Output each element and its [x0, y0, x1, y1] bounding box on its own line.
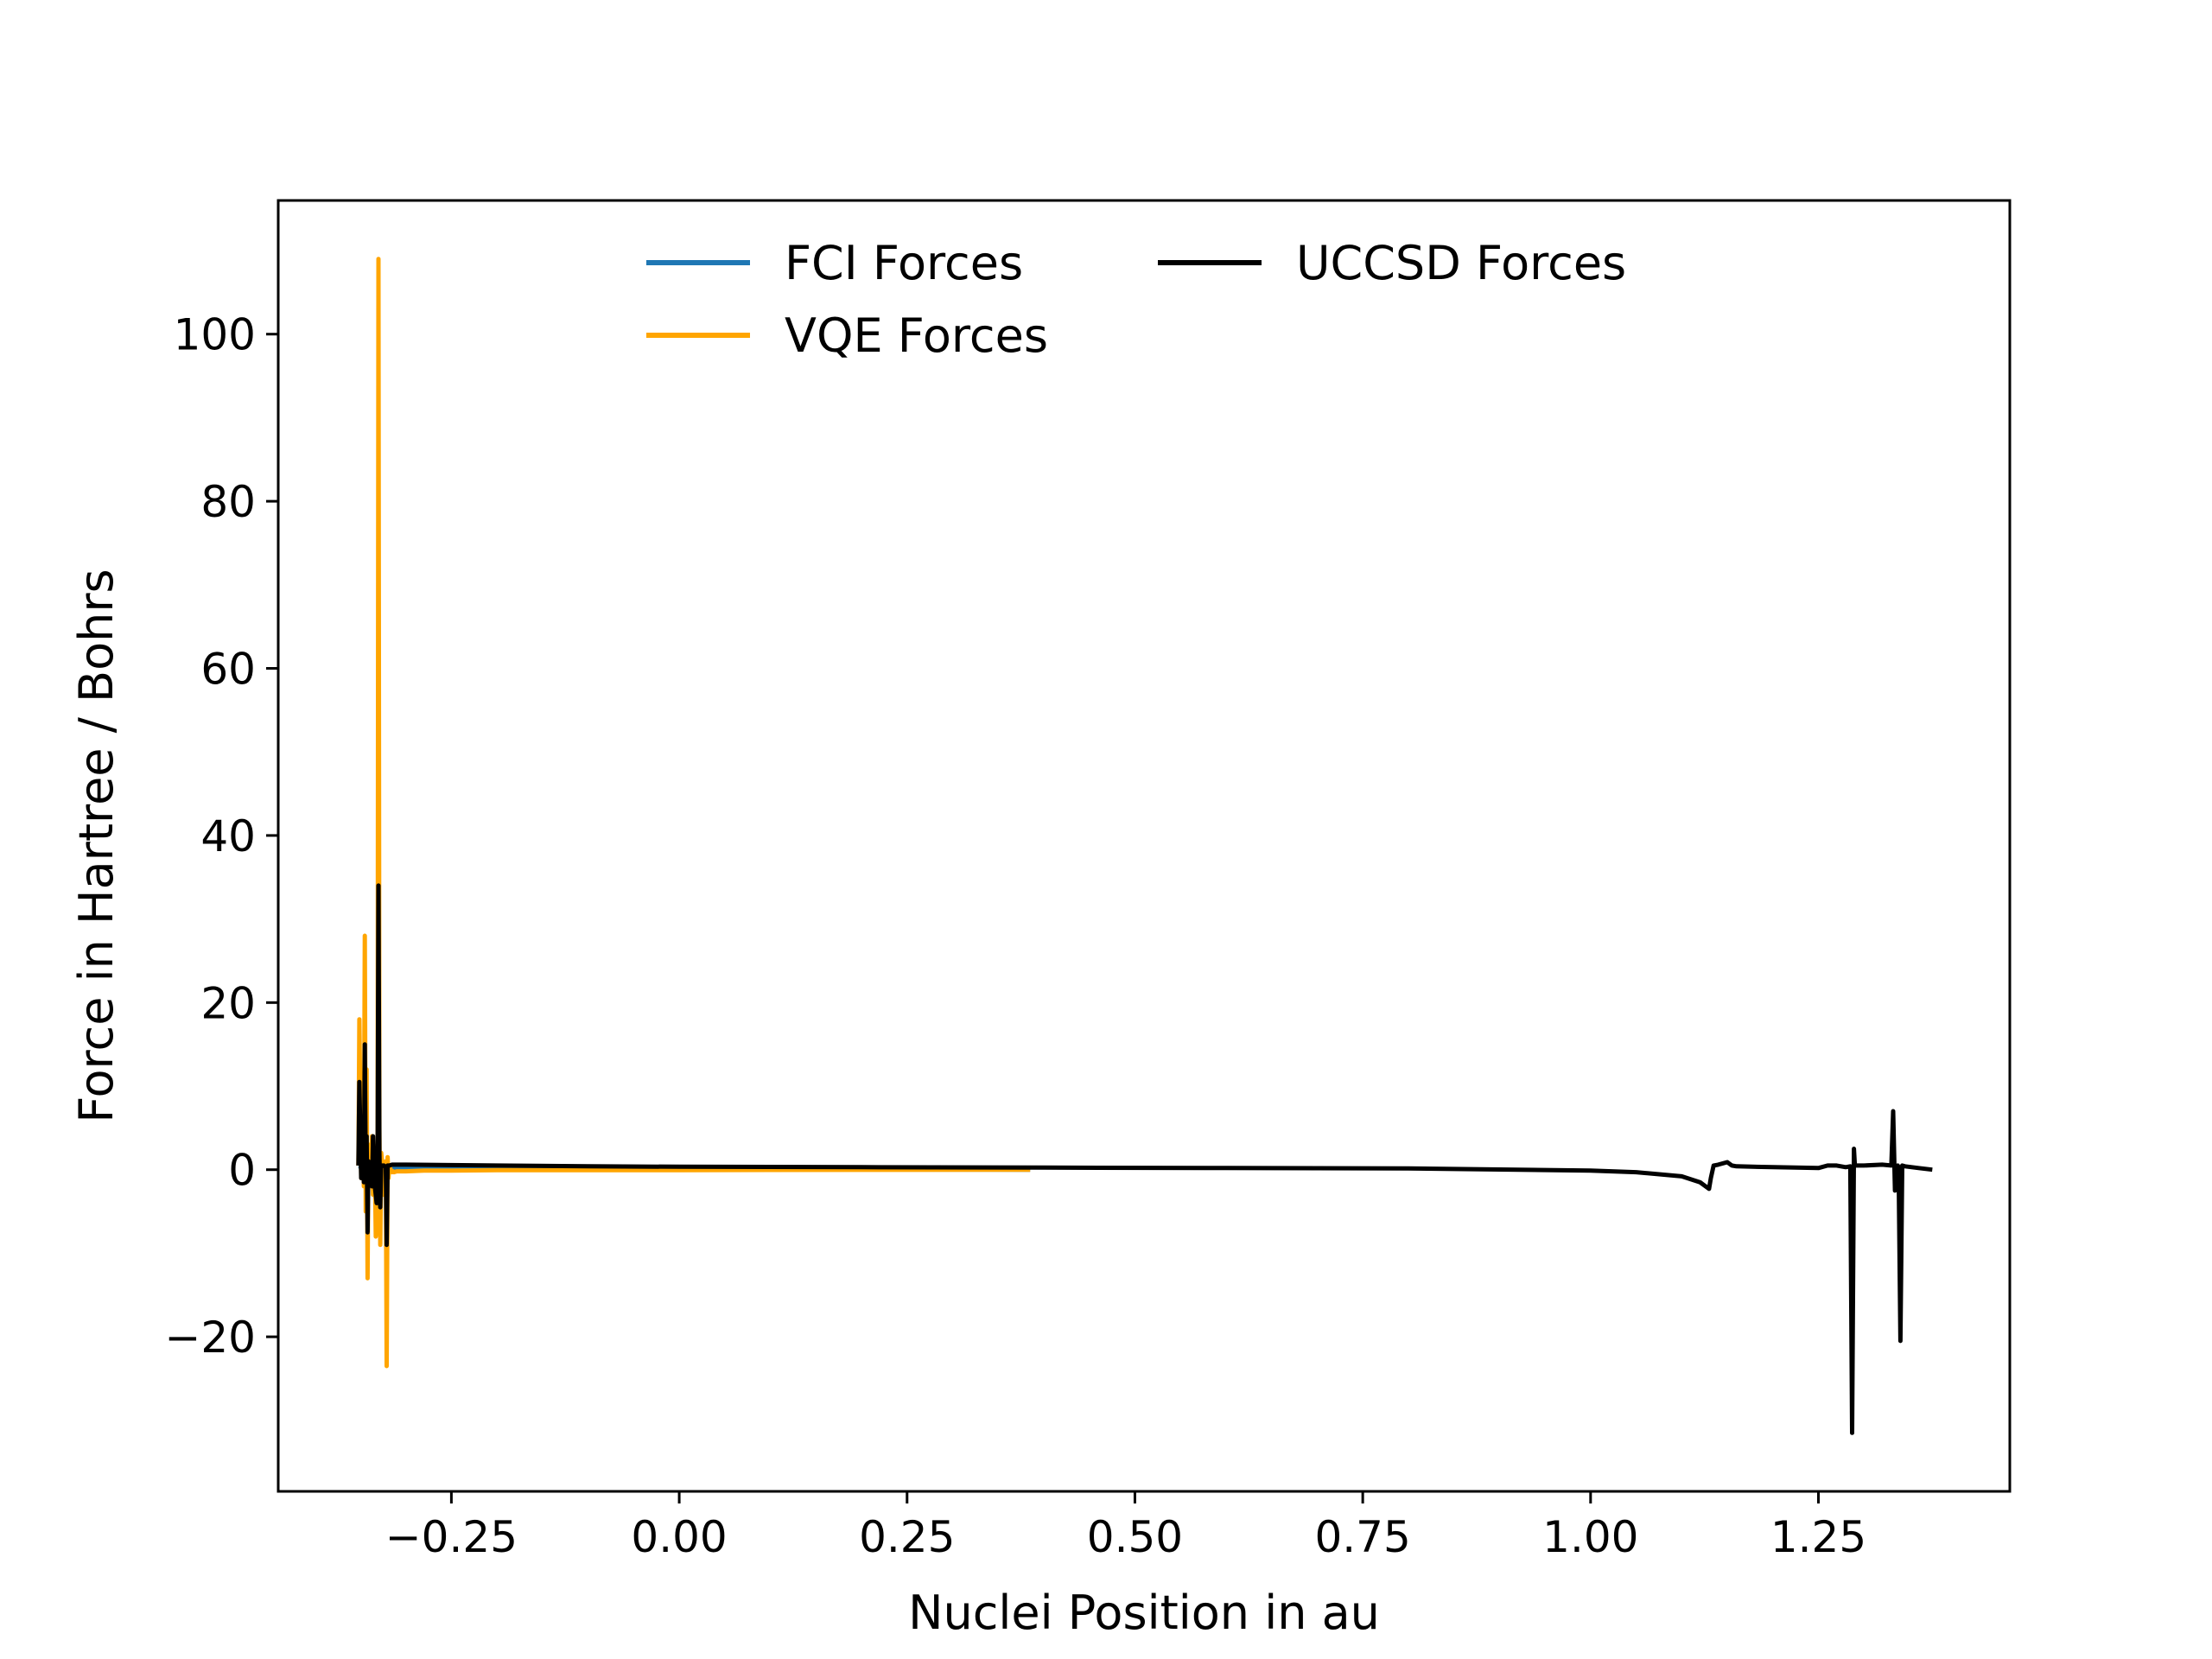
y-axis-label: Force in Hartree / Bohrs [69, 569, 124, 1122]
x-axis: −0.25 0.00 0.25 0.50 0.75 1.00 1.25 [385, 1491, 1866, 1562]
series-line-uccsd [356, 883, 1933, 1435]
x-tick-label: 0.00 [631, 1512, 727, 1562]
plot-background [278, 200, 2010, 1491]
x-axis-label: Nuclei Position in au [908, 1586, 1380, 1640]
legend-label-fci: FCI Forces [785, 236, 1023, 290]
x-tick-label: 0.50 [1087, 1512, 1183, 1562]
legend: FCI Forces VQE Forces UCCSD Forces [646, 236, 1626, 363]
y-tick-label: 20 [200, 978, 256, 1028]
series-layer [356, 257, 1933, 1435]
plot-frame [276, 199, 2012, 1493]
x-tick-label: 1.25 [1770, 1512, 1866, 1562]
y-tick-label: 80 [200, 477, 256, 527]
y-tick-label: 60 [200, 645, 256, 695]
x-tick-label: 0.25 [859, 1512, 955, 1562]
y-tick-label: −20 [164, 1313, 256, 1363]
y-axis: −20 0 20 40 60 80 100 [164, 310, 278, 1363]
y-tick-label: 40 [200, 811, 256, 861]
y-tick-label: 0 [228, 1146, 256, 1196]
x-tick-label: 1.00 [1542, 1512, 1638, 1562]
legend-label-uccsd: UCCSD Forces [1296, 236, 1626, 290]
x-tick-label: 0.75 [1314, 1512, 1410, 1562]
x-tick-label: −0.25 [385, 1512, 518, 1562]
legend-label-vqe: VQE Forces [785, 308, 1048, 363]
y-tick-label: 100 [174, 310, 256, 360]
